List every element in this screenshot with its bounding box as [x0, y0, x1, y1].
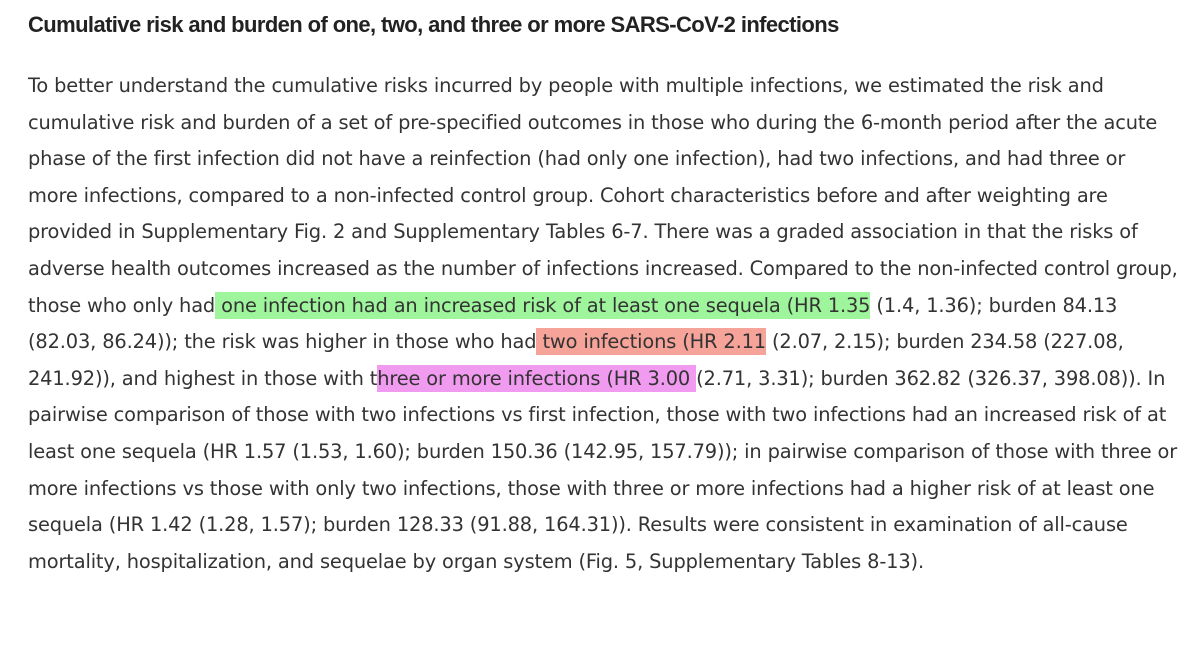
highlight-pink: hree or more infections (HR 3.00 — [377, 364, 697, 392]
body-paragraph: To better understand the cumulative risk… — [28, 68, 1178, 580]
paragraph-text-2: (1.4, 1.36); burden 84.13 (82.03, 86.24)… — [28, 293, 1118, 354]
highlight-red: two infections (HR 2.11 — [536, 328, 766, 356]
article-section: Cumulative risk and burden of one, two, … — [28, 10, 1178, 580]
section-heading: Cumulative risk and burden of one, two, … — [28, 12, 839, 37]
highlight-green: one infection had an increased risk of a… — [215, 291, 871, 319]
paragraph-text-3: (2.07, 2.15); burden 234.58 (227.08, 241… — [28, 330, 1124, 390]
paragraph-text-1: To better understand the cumulative risk… — [28, 74, 1178, 317]
paragraph-text-4: (2.71, 3.31); burden 362.82 (326.37, 398… — [28, 366, 1178, 573]
